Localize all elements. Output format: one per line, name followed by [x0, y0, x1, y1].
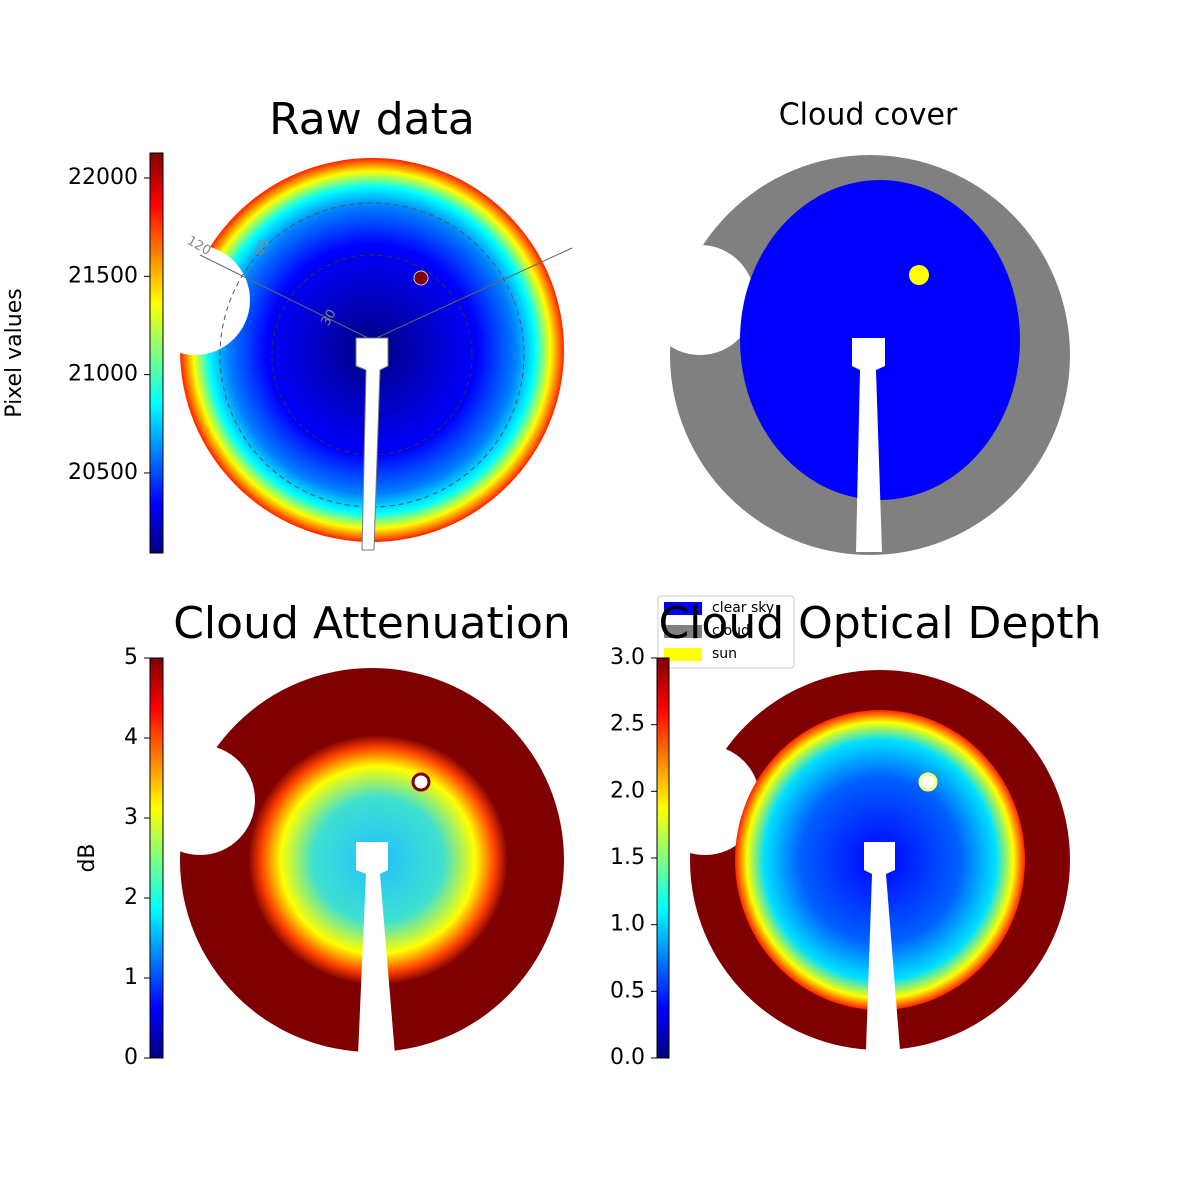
legend-swatch [664, 602, 702, 615]
colorbar [149, 152, 164, 554]
colorbar-tick-label: 2.5 [610, 712, 645, 737]
legend-label: cloud [712, 623, 750, 639]
colorbar-label: dB [75, 843, 100, 872]
legend-label: sun [712, 646, 737, 662]
colorbar-tick-label: 5 [124, 645, 138, 670]
legend-swatch [664, 648, 702, 661]
colorbar-tick-label: 20500 [68, 460, 138, 485]
colorbar-tick-label: 2.0 [610, 778, 645, 803]
polar-label: 60 [252, 237, 273, 259]
colorbar [656, 657, 670, 1059]
panel-title: Raw data [269, 94, 475, 145]
colorbar-tick-label: 0.5 [610, 978, 645, 1003]
colorbar-tick-label: 3.0 [610, 645, 645, 670]
legend-swatch [664, 625, 702, 638]
colorbar-tick-label: 2 [124, 885, 138, 910]
colorbar [149, 657, 164, 1059]
panel-title: Cloud Attenuation [173, 598, 571, 649]
colorbar-tick-label: 0.0 [610, 1045, 645, 1070]
optical-depth-image [650, 670, 1070, 1050]
colorbar-tick-label: 1 [124, 965, 138, 990]
attenuation-image [145, 668, 564, 1055]
legend-label: clear sky [712, 600, 774, 616]
colorbar-tick-label: 1.0 [610, 912, 645, 937]
colorbar-tick-label: 22000 [68, 165, 138, 190]
colorbar-tick-label: 3 [124, 805, 138, 830]
colorbar-tick-label: 4 [124, 725, 138, 750]
colorbar-tick-label: 21000 [68, 362, 138, 387]
panel-title: Cloud Optical Depth [658, 598, 1101, 649]
panel-title: Cloud cover [779, 98, 958, 133]
colorbar-tick-label: 21500 [68, 263, 138, 288]
raw-image [140, 158, 573, 551]
cloud-cover-image [645, 155, 1070, 555]
polar-label: 30 [319, 307, 340, 329]
colorbar-tick-label: 1.5 [610, 845, 645, 870]
colorbar-tick-label: 0 [124, 1045, 138, 1070]
colorbar-label: Pixel values [2, 288, 27, 417]
